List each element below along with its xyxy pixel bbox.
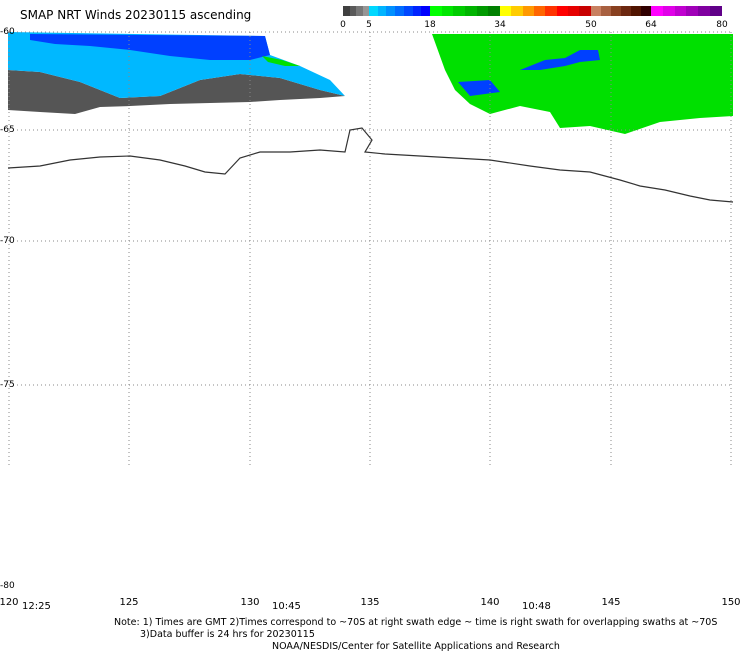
lat-lon-grid <box>8 31 732 465</box>
scale-label-18: 18 <box>424 20 436 30</box>
swath-moderate-left <box>30 34 270 60</box>
note-line-1: Note: 1) Times are GMT 2)Times correspon… <box>114 617 718 628</box>
scale-label-80: 80 <box>716 20 728 30</box>
note-line-3: NOAA/NESDIS/Center for Satellite Applica… <box>272 641 560 652</box>
scale-swatch-50-64-0 <box>590 6 601 16</box>
scale-swatch-64-80-1 <box>662 6 675 16</box>
lon-label-125: 125 <box>119 597 139 608</box>
scale-swatch-50-64-5 <box>640 6 651 16</box>
scale-label-64: 64 <box>645 20 657 30</box>
note-line-2: 3)Data buffer is 24 hrs for 20230115 <box>140 629 315 640</box>
scale-swatch-0-5-0 <box>343 6 350 16</box>
swath-strong-right <box>432 34 733 134</box>
lon-label-150: 150 <box>721 597 740 608</box>
swath-strong-left <box>262 56 300 66</box>
scale-swatch-64-80-5 <box>710 6 722 16</box>
scale-swatch-34-50-0 <box>499 6 512 16</box>
lon-label-145: 145 <box>601 597 621 608</box>
scale-swatch-18-34-1 <box>441 6 454 16</box>
scale-swatch-34-50-6 <box>568 6 580 16</box>
lat-label-65: -65 <box>0 125 15 135</box>
scale-swatch-0-5-1 <box>349 6 356 16</box>
scale-swatch-50-64-2 <box>610 6 621 16</box>
scale-swatch-34-50-3 <box>533 6 546 16</box>
lon-label-120: 120 <box>0 597 19 608</box>
scale-swatch-18-34-5 <box>488 6 500 16</box>
swath-time-3: 10:48 <box>522 601 551 612</box>
scale-swatch-5-18-6 <box>421 6 430 16</box>
scale-swatch-5-18-3 <box>395 6 404 16</box>
scale-swatch-18-34-4 <box>476 6 489 16</box>
lat-label-75: -75 <box>0 380 15 390</box>
scale-swatch-5-18-4 <box>403 6 413 16</box>
swath-moderate-right-2 <box>520 50 600 70</box>
scale-swatch-64-80-3 <box>686 6 699 16</box>
scale-swatch-50-64-1 <box>600 6 611 16</box>
scale-swatch-5-18-1 <box>377 6 387 16</box>
swath-calm-left <box>8 70 345 114</box>
scale-swatch-50-64-4 <box>630 6 641 16</box>
scale-label-34: 34 <box>494 20 506 30</box>
lat-label-70: -70 <box>0 236 15 246</box>
scale-label-0: 0 <box>340 20 346 30</box>
lat-label-80: -80 <box>0 581 15 591</box>
scale-swatch-34-50-4 <box>545 6 557 16</box>
wind-speed-color-scale <box>343 6 728 16</box>
lon-label-135: 135 <box>360 597 380 608</box>
lon-label-140: 140 <box>480 597 500 608</box>
swath-time-1: 12:25 <box>22 601 51 612</box>
lon-label-130: 130 <box>240 597 260 608</box>
scale-swatch-0-5-2 <box>356 6 363 16</box>
scale-swatch-34-50-1 <box>511 6 523 16</box>
map-title: SMAP NRT Winds 20230115 ascending <box>20 8 252 22</box>
scale-swatch-64-80-2 <box>674 6 687 16</box>
scale-swatch-5-18-5 <box>412 6 422 16</box>
scale-swatch-18-34-3 <box>464 6 477 16</box>
scale-label-5: 5 <box>366 20 372 30</box>
swath-time-2: 10:45 <box>272 601 301 612</box>
antarctic-coastline <box>7 127 734 203</box>
scale-swatch-50-64-3 <box>620 6 631 16</box>
scale-swatch-18-34-0 <box>429 6 442 16</box>
scale-swatch-5-18-2 <box>386 6 396 16</box>
scale-swatch-64-80-4 <box>698 6 710 16</box>
scale-swatch-34-50-2 <box>522 6 534 16</box>
scale-swatch-18-34-2 <box>453 6 465 16</box>
scale-swatch-34-50-7 <box>579 6 591 16</box>
lat-label-60: -60 <box>0 27 15 37</box>
scale-swatch-34-50-5 <box>556 6 569 16</box>
scale-swatch-0-5-3 <box>362 6 369 16</box>
scale-swatch-5-18-0 <box>369 6 378 16</box>
footnote: Note: 1) Times are GMT 2)Times correspon… <box>114 617 717 653</box>
scale-swatch-64-80-0 <box>650 6 663 16</box>
scale-label-50: 50 <box>585 20 597 30</box>
